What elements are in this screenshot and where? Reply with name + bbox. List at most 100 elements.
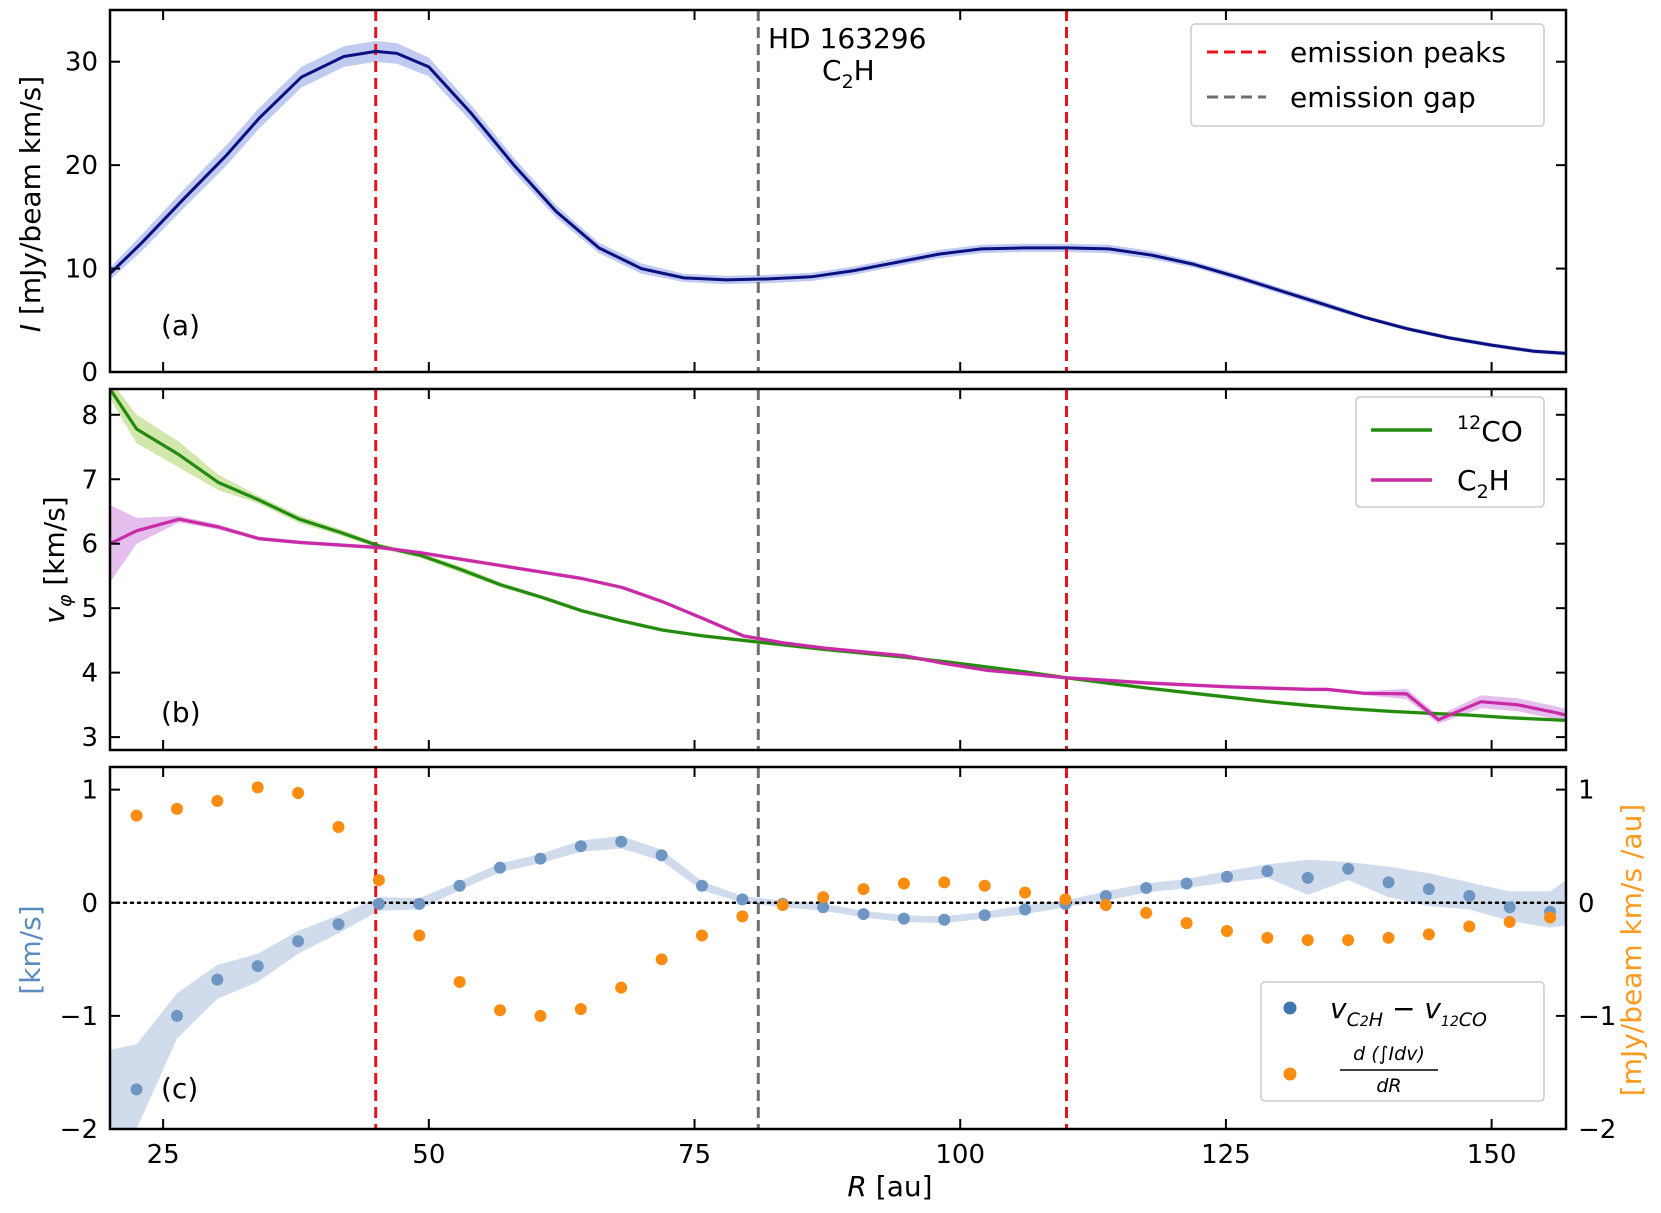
legend-c2h-label: C2H [1457,464,1510,503]
velocity-difference-point [1301,871,1314,884]
intensity-gradient-point [211,794,224,807]
panel-c-label: (c) [161,1072,198,1105]
intensity-profile-line [110,49,1566,355]
x-axis-label: R [au] [847,1170,932,1203]
velocity-difference-point [1261,865,1274,878]
intensity-gradient-point [897,877,910,890]
panel-a-legend: emission peaks emission gap [1190,23,1545,127]
velocity-difference-point [534,852,547,865]
y-tick-label-b: 4 [81,659,98,689]
intensity-gradient-point [494,1004,507,1017]
velocity-difference-point [1099,889,1112,902]
intensity-gradient-point [736,910,749,923]
c2h-velocity-line [110,517,1566,722]
y-tick-label-b: 3 [81,723,98,753]
velocity-difference-point [413,897,426,910]
velocity-difference-point [1140,882,1153,895]
velocity-difference-point [1422,883,1435,896]
panel-b-velocity: 3 4 5 6 7 8 [81,387,1568,753]
intensity-gradient-point [1301,934,1314,947]
y-tick-label-b: 8 [81,401,98,431]
y-tick-label-b: 7 [81,465,98,495]
panel-frame-c [108,765,1568,1131]
x-tick-label: 25 [147,1140,180,1170]
velocity-difference-point [494,861,507,874]
velocity-difference-point [1180,877,1193,890]
y-tick-label-a: 20 [65,151,98,181]
y-tick-label-c: −1 [60,1002,98,1032]
intensity-gradient-point [1059,893,1072,906]
plot-area-a [110,10,1566,372]
x-tick-label: 100 [935,1140,985,1170]
co-velocity-line [110,389,1566,722]
intensity-gradient-point [978,879,991,892]
intensity-gradient-point [1019,886,1032,899]
velocity-difference-point [1503,901,1516,914]
intensity-gradient-point [1342,934,1355,947]
legend-peak-label: emission peaks [1290,36,1506,69]
velocity-difference-point [695,879,708,892]
x-tick-label: 150 [1467,1140,1517,1170]
intensity-gradient-point [695,929,708,942]
plot-area-c [110,767,1566,1129]
panel-b-legend: 12CO C2H [1355,396,1545,508]
legend-co-label: 12CO [1457,412,1523,448]
legend-dv-marker [1283,1001,1297,1015]
panel-a-label: (a) [161,309,200,342]
panel-c-right-axis-label: [mJy/beam km/s /au] [1615,804,1648,1096]
velocity-difference-point [1342,862,1355,875]
y-tick-label-a: 30 [65,48,98,78]
legend-grad-marker [1283,1067,1297,1081]
intensity-gradient-point [1261,931,1274,944]
velocity-difference-point [1463,889,1476,902]
intensity-gradient-point [332,820,345,833]
panel-c-left-axis-label: [km/s] [14,905,47,994]
velocity-difference-point [817,901,830,914]
velocity-difference-point [1382,876,1395,889]
c2h-error-band [110,505,1566,724]
intensity-gradient-point [938,876,951,889]
intensity-gradient-point [776,899,789,912]
intensity-gradient-point [1099,899,1112,912]
velocity-difference-point [736,893,749,906]
intensity-gradient-point [1220,925,1233,938]
panel-c-residuals: 25 50 75 100 125 150 −2 −2 −1 −1 0 0 1 1 [60,765,1616,1170]
velocity-difference-point [130,1083,143,1096]
panel-c-legend: vC2H − v12CO d (∫Idv) dR [1260,981,1545,1102]
legend-grad-denominator: dR [1376,1075,1401,1097]
y-right-tick-label: 1 [1578,776,1595,806]
intensity-gradient-point [1463,920,1476,933]
y-right-tick-label: −2 [1578,1115,1616,1145]
x-tick-label: 125 [1201,1140,1251,1170]
intensity-gradient-point [615,981,628,994]
y-tick-label-a: 10 [65,255,98,285]
panel-a-y-axis-label: I [mJy/beam km/s] [14,76,47,332]
y-tick-label-c: −2 [60,1115,98,1145]
velocity-difference-point [372,897,385,910]
molecule-label: C2H [822,54,875,93]
intensity-gradient-point [534,1009,547,1022]
y-right-tick-label: −1 [1578,1002,1616,1032]
intensity-gradient-point [292,787,305,800]
velocity-difference-point [938,913,951,926]
intensity-gradient-point [372,874,385,887]
velocity-difference-point [1019,903,1032,916]
y-right-tick-label: 0 [1578,889,1595,919]
velocity-difference-point [453,879,466,892]
y-tick-label-b: 6 [81,530,98,560]
panel-frame-b [108,387,1568,752]
velocity-difference-point [170,1009,183,1022]
intensity-gradient-point [130,809,143,822]
velocity-difference-point [251,960,264,973]
intensity-gradient-point [1503,915,1516,928]
intensity-gradient-point [857,883,870,896]
intensity-gradient-point [1544,911,1557,924]
velocity-difference-point [897,912,910,925]
intensity-gradient-point [251,781,264,794]
intensity-gradient-point [655,953,668,966]
velocity-difference-point [615,835,628,848]
intensity-gradient-point [170,802,183,815]
intensity-gradient-point [1180,917,1193,930]
y-tick-label-a: 0 [81,358,98,388]
